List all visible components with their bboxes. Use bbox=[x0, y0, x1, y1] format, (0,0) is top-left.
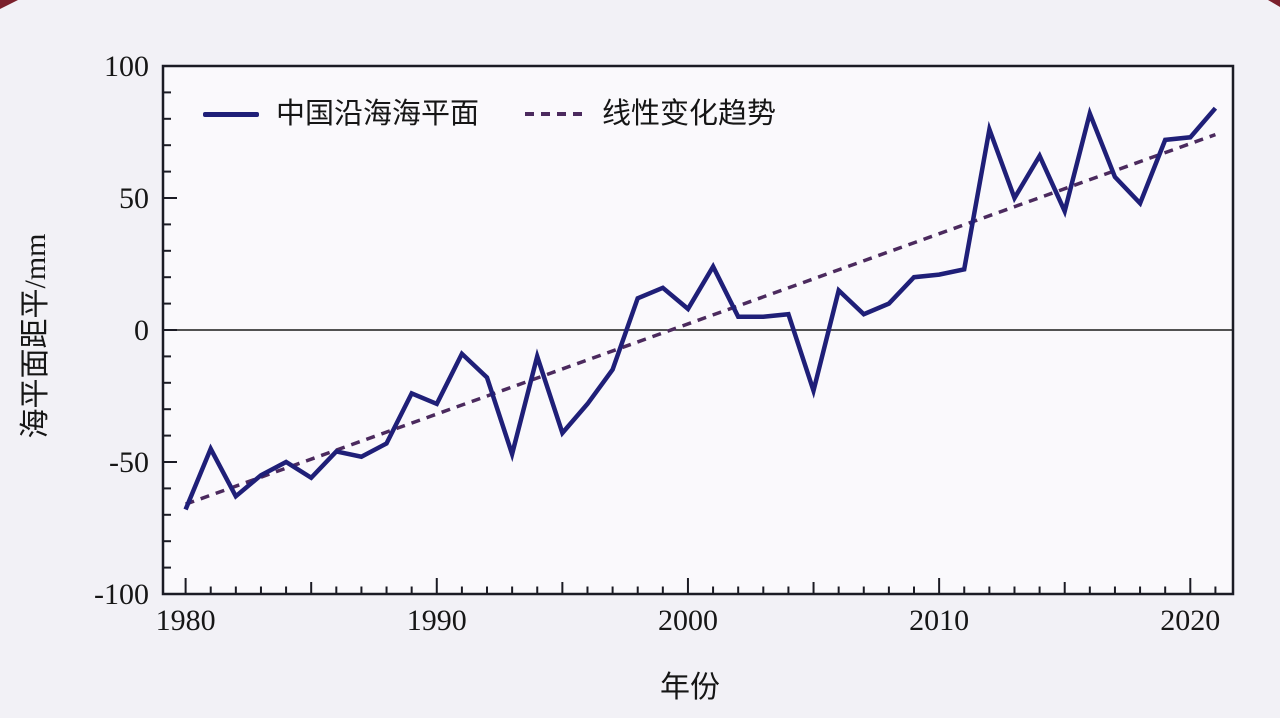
y-tick-label: 100 bbox=[104, 50, 149, 83]
x-tick-label: 1980 bbox=[156, 604, 216, 637]
x-tick-label: 2010 bbox=[909, 604, 969, 637]
y-tick-label: 0 bbox=[134, 314, 149, 347]
data-line bbox=[183, 106, 1218, 511]
x-tick-label: 2000 bbox=[658, 604, 718, 637]
legend-series-label: 中国沿海海平面 bbox=[276, 98, 480, 130]
series-line-sample-icon bbox=[203, 111, 259, 117]
y-tick-label: -50 bbox=[109, 446, 149, 479]
plot-frame bbox=[161, 64, 1235, 596]
y-tick-label: 50 bbox=[119, 182, 149, 215]
corner-artifact-top-right bbox=[1268, 0, 1280, 7]
trend-line bbox=[185, 132, 1216, 506]
trend-line-sample-icon bbox=[525, 112, 586, 116]
x-tick-label: 2020 bbox=[1160, 604, 1220, 637]
x-axis-title: 年份 bbox=[660, 671, 720, 704]
y-tick-label: -100 bbox=[94, 578, 149, 611]
y-axis-title: 海平面距平/mm bbox=[19, 233, 52, 439]
legend: 中国沿海海平面 线性变化趋势 bbox=[203, 96, 776, 132]
corner-artifact-top-left bbox=[0, 0, 18, 9]
x-tick-label: 1990 bbox=[407, 604, 467, 637]
legend-trend-label: 线性变化趋势 bbox=[602, 98, 777, 130]
